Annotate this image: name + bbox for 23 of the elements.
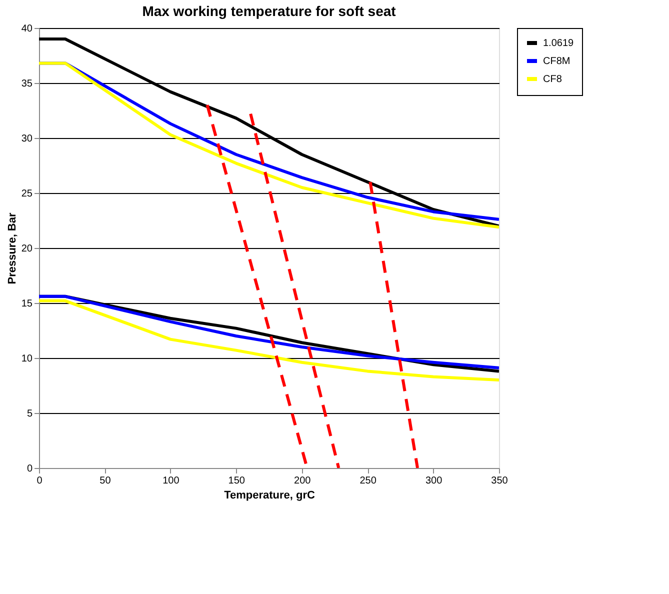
y-tick-label: 35: [21, 78, 33, 90]
y-tick-label: 5: [26, 408, 33, 420]
y-tick-label: 30: [21, 134, 33, 144]
y-tick-label: 10: [21, 354, 33, 364]
x-tick-label: 100: [162, 476, 180, 486]
x-tick-label: 0: [36, 476, 43, 486]
x-axis-title: Temperature, grC: [224, 490, 315, 502]
y-tick-label: 40: [21, 24, 33, 34]
y-tick-label: 20: [21, 244, 33, 254]
legend-label: 1.0619: [543, 38, 574, 49]
y-axis-title: Pressure, Bar: [6, 212, 18, 284]
x-tick-label: 200: [294, 476, 312, 486]
x-tick-label: 50: [100, 476, 112, 486]
x-tick-label: 250: [360, 476, 377, 486]
y-tick-label: 15: [21, 298, 33, 310]
legend-label: CF8M: [543, 56, 570, 67]
x-tick-label: 350: [491, 476, 508, 486]
x-tick-label: 300: [425, 476, 443, 486]
chart-title: Max working temperature for soft seat: [142, 3, 396, 19]
y-tick-label: 0: [26, 464, 33, 474]
x-tick-label: 150: [228, 476, 246, 486]
legend-label: CF8: [543, 74, 562, 85]
y-tick-label: 25: [21, 188, 33, 200]
